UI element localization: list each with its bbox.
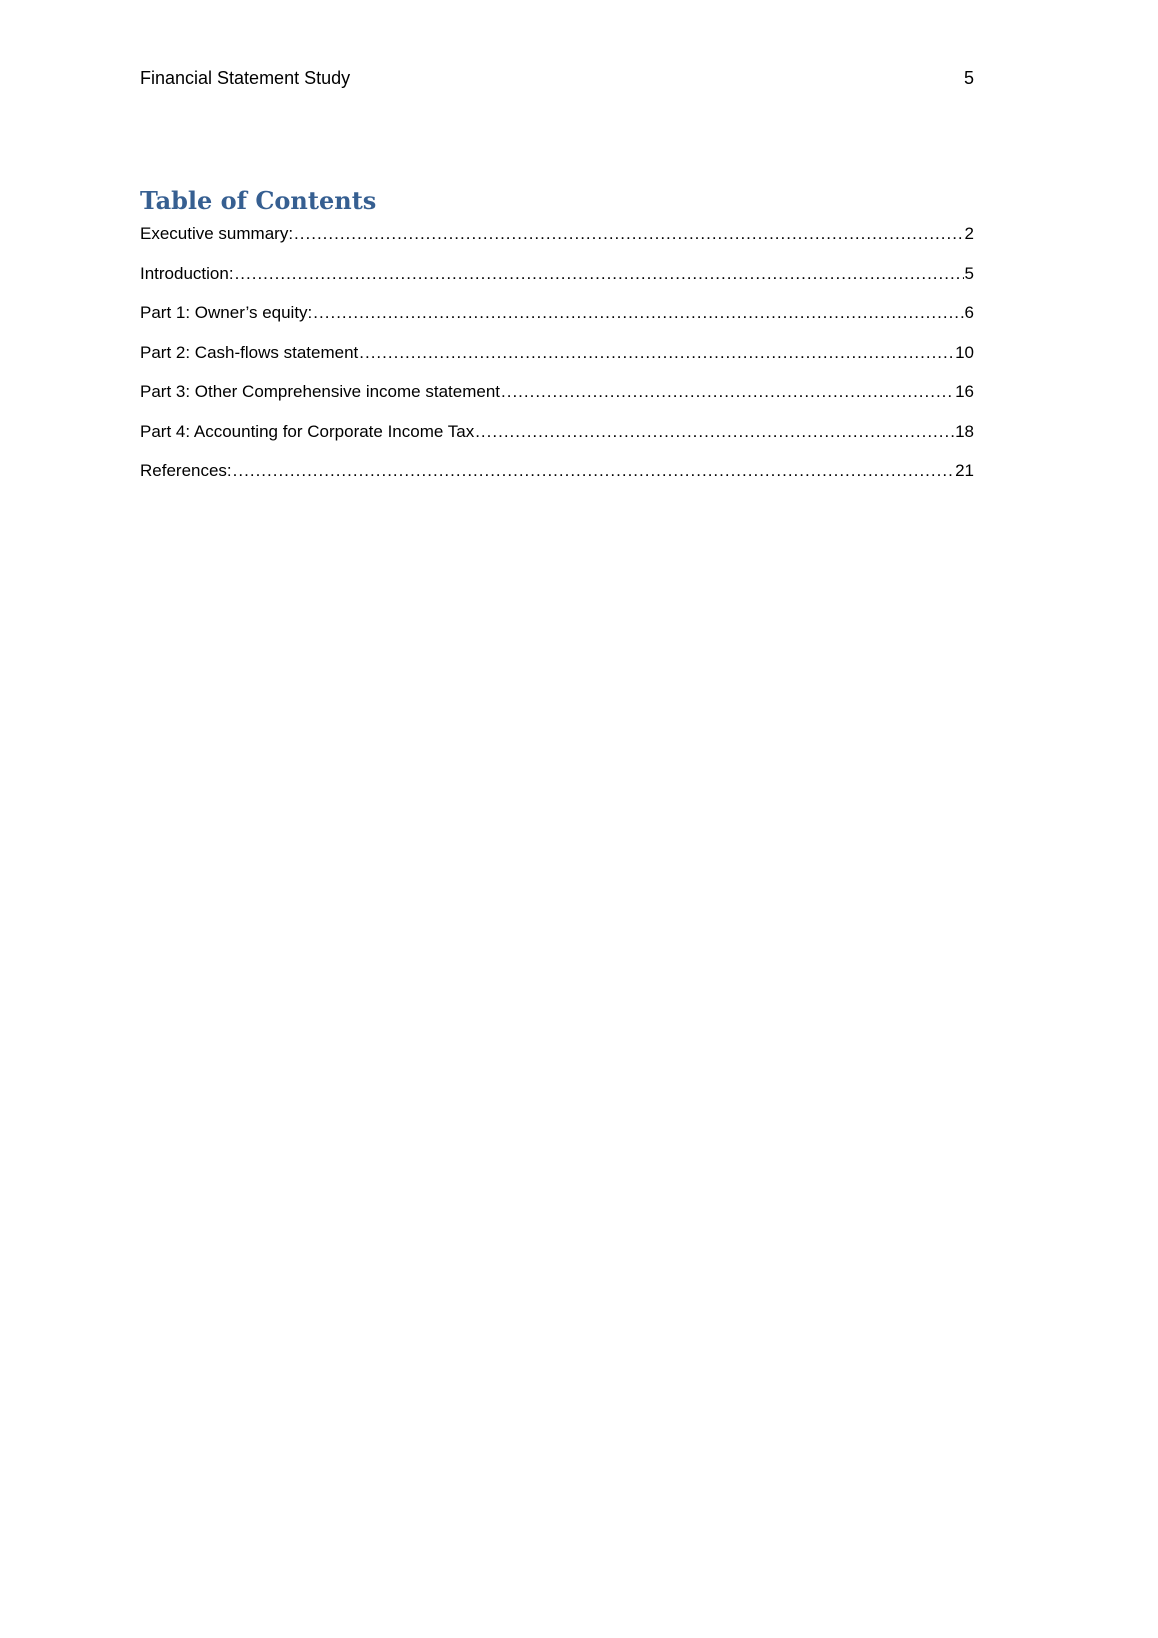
dot-leader — [235, 264, 964, 284]
page-number: 5 — [963, 68, 974, 88]
toc-entry-label: Part 3: Other Comprehensive income state… — [140, 382, 500, 401]
toc-entry-page: 2 — [964, 224, 974, 243]
toc-entry-part-3[interactable]: Part 3: Other Comprehensive income state… — [140, 382, 974, 422]
toc-entry-label: Executive summary: — [140, 224, 294, 243]
dot-leader — [313, 303, 963, 323]
toc-entry-label: References: — [140, 461, 232, 480]
toc-entry-references[interactable]: References: 21 — [140, 461, 974, 501]
toc-entry-part-2[interactable]: Part 2: Cash-flows statement 10 — [140, 343, 974, 383]
table-of-contents: Executive summary: 2 Introduction: 5 Par… — [140, 224, 974, 501]
dot-leader — [475, 422, 954, 442]
toc-entry-introduction[interactable]: Introduction: 5 — [140, 264, 974, 304]
toc-entry-label: Part 2: Cash-flows statement — [140, 342, 359, 362]
toc-entry-label: Introduction: — [140, 263, 234, 283]
dot-leader — [359, 343, 954, 363]
header-title: Financial Statement Study — [140, 68, 351, 88]
toc-title: Table of Contents — [140, 186, 377, 215]
toc-entry-page: 5 — [964, 263, 974, 283]
toc-entry-executive-summary[interactable]: Executive summary: 2 — [140, 224, 974, 264]
dot-leader — [294, 224, 963, 244]
toc-entry-page: 18 — [955, 421, 974, 441]
toc-entry-label: Part 4: Accounting for Corporate Income … — [140, 421, 475, 441]
dot-leader — [233, 461, 954, 481]
dot-leader — [501, 382, 954, 402]
toc-entry-page: 21 — [955, 461, 974, 480]
toc-entry-part-4[interactable]: Part 4: Accounting for Corporate Income … — [140, 422, 974, 462]
toc-entry-part-1[interactable]: Part 1: Owner’s equity: 6 — [140, 303, 974, 343]
toc-entry-page: 16 — [955, 382, 974, 401]
page-header: Financial Statement Study 5 — [140, 68, 974, 89]
toc-entry-label: Part 1: Owner’s equity: — [140, 303, 313, 322]
toc-entry-page: 6 — [964, 303, 974, 322]
toc-entry-page: 10 — [955, 342, 974, 362]
